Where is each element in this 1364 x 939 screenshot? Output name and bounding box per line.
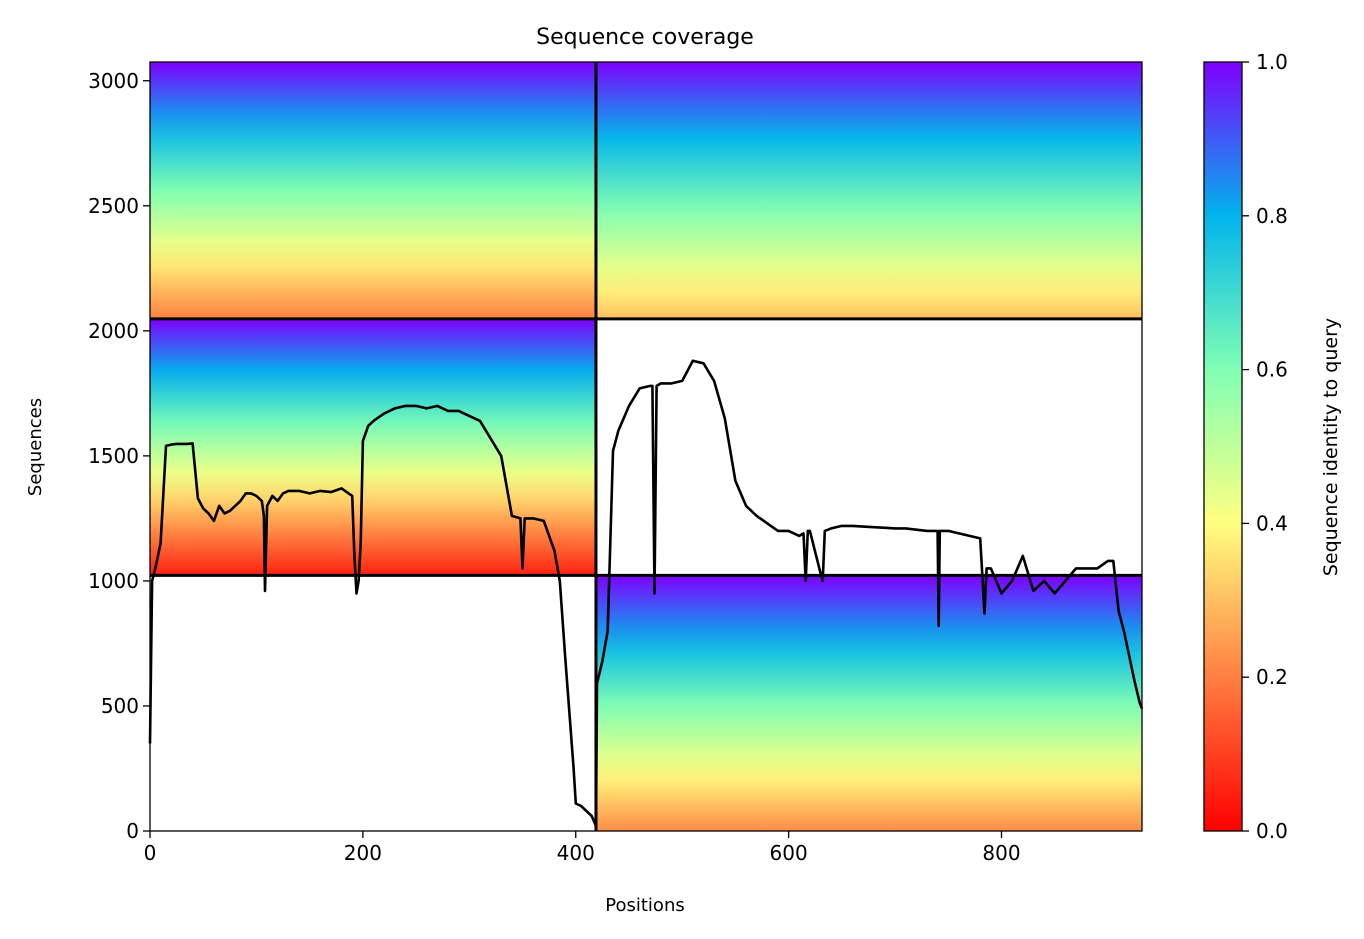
chart-title: Sequence coverage [536, 25, 754, 50]
plot-area [148, 62, 1144, 831]
y-tick-label: 2000 [88, 319, 139, 343]
y-tick-label: 1000 [88, 569, 139, 593]
colorbar-tick-label: 0.0 [1256, 819, 1288, 843]
y-tick-label: 3000 [88, 69, 139, 93]
x-axis-label: Positions [605, 895, 684, 916]
colorbar-tick-label: 0.6 [1256, 358, 1288, 382]
y-tick-label: 2500 [88, 194, 139, 218]
colorbar-gradient [1203, 61, 1243, 832]
y-tick-label: 500 [101, 694, 139, 718]
coverage-line [148, 359, 1144, 828]
x-tick-label: 600 [770, 841, 808, 865]
coverage-block-4 [595, 575, 1142, 831]
x-tick-label: 400 [557, 841, 595, 865]
y-tick-label: 1500 [88, 444, 139, 468]
x-tick-label: 200 [344, 841, 382, 865]
x-tick-label: 0 [144, 841, 157, 865]
colorbar-tick-label: 1.0 [1256, 50, 1288, 74]
coverage-block-2 [595, 62, 1142, 319]
coverage-block-3 [150, 318, 596, 576]
y-tick-label: 0 [126, 819, 139, 843]
colorbar-tick-label: 0.2 [1256, 665, 1288, 689]
coverage-block-1 [150, 62, 596, 319]
colorbar-tick-label: 0.4 [1256, 511, 1288, 535]
plot-frame [149, 61, 1143, 832]
axes: 0 200 400 600 800 0 500 1000 1500 2000 2500 3000 [88, 61, 1143, 865]
y-axis-label: Sequences [25, 398, 46, 496]
x-tick-label: 800 [982, 841, 1020, 865]
colorbar: 0.0 0.2 0.4 0.6 0.8 1.0 [1203, 50, 1288, 843]
colorbar-label: Sequence identity to query [1320, 318, 1342, 576]
colorbar-tick-label: 0.8 [1256, 204, 1288, 228]
